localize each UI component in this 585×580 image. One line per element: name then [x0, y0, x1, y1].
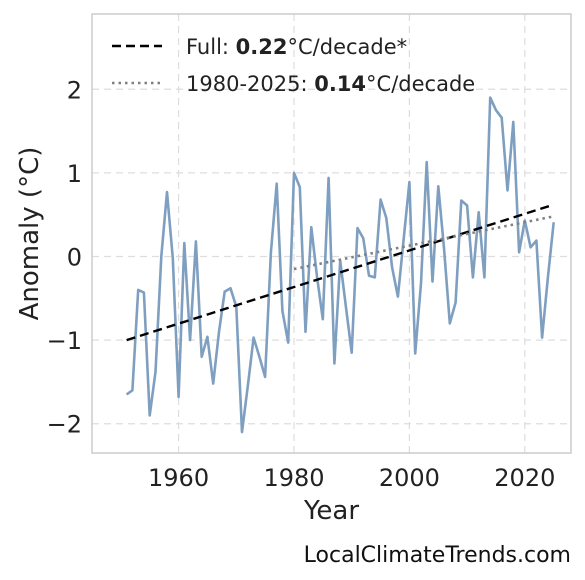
y-tick-label: 1 — [67, 160, 82, 188]
plot-frame — [91, 13, 572, 454]
y-tick-label: 0 — [67, 243, 82, 271]
x-tick-labels: 1960 1980 2000 2020 — [148, 464, 555, 492]
trend-layer — [126, 203, 555, 342]
x-tick-label: 2000 — [379, 464, 440, 492]
y-tick-label: −1 — [47, 327, 82, 355]
anomaly-series-line — [125, 96, 555, 434]
legend: Full: 0.22°C/decade* 1980-2025: 0.14°C/de… — [112, 35, 475, 96]
series-layer — [125, 96, 555, 434]
x-tick-label: 1960 — [148, 464, 209, 492]
x-tick-label: 1980 — [263, 464, 324, 492]
x-axis-label: Year — [303, 496, 359, 526]
gridlines — [92, 14, 571, 453]
legend-entry-full: Full: 0.22°C/decade* — [186, 35, 407, 59]
recent-trend-line — [293, 215, 554, 271]
y-tick-label: 2 — [67, 76, 82, 104]
x-tick-label: 2020 — [494, 464, 555, 492]
legend-entry-recent: 1980-2025: 0.14°C/decade — [186, 72, 475, 96]
source-watermark: LocalClimateTrends.com — [303, 543, 571, 568]
y-tick-label: −2 — [47, 411, 82, 439]
full-trend-line — [126, 203, 555, 342]
y-tick-labels: −2 −1 0 1 2 — [47, 76, 82, 438]
y-axis-label: Anomaly (°C) — [15, 147, 45, 321]
